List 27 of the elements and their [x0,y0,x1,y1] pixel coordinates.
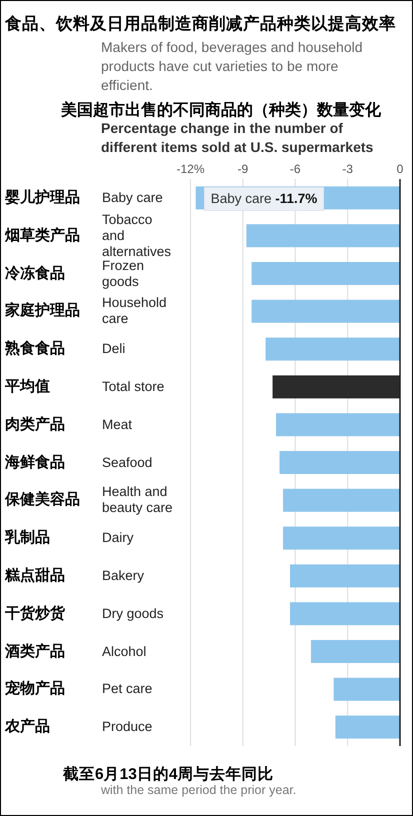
category-label: 家庭护理品 Household care [5,295,167,326]
category-label: 婴儿护理品 Baby care [5,188,163,206]
x-tick-label: 0 [396,162,404,176]
x-tick-label: -3 [342,162,354,176]
category-label: 宠物产品 Pet care [5,680,152,698]
text: Percentage change in the number of different items sold at U.S. supermarkets [101,119,374,157]
category-label: 干货炒货 Dry goods [5,604,164,622]
text: 美国超市出售的不同商品的（种类）数量变化 [61,100,382,121]
chart-subtitle: Makers of food, beverages and household products have cut varieties to be more efficient. [101,38,364,95]
category-label: 熟食食品 Deli [5,340,126,358]
category-label: 糕点甜品 Bakery [5,566,144,584]
category-label: 乳制品 Dairy [5,529,134,546]
x-tick-label: -12% [176,162,205,176]
category-label: 烟草类产品 Tobacco and alternatives [5,212,172,259]
category-label: 酒类产品 Alcohol [5,642,146,660]
annotation: Baby care -11.7% [210,190,318,206]
category-label: 肉类产品 Meat [5,416,132,433]
text: 截至6月13日的4周与去年同比 [63,765,274,785]
chart-title: 食品、饮料及日用品制造商削减产品种类以提高效率 [5,14,397,35]
category-label: 冷冻食品 Frozen goods [5,258,144,288]
text: with the same period the prior year. [101,783,298,797]
category-label: 海鲜食品 Seafood [5,454,152,470]
category-label: 农产品 Produce [5,718,152,736]
category-label: 保健美容品 Health and beauty care [5,484,173,516]
category-label: 平均值 Total store [5,378,164,395]
x-tick-label: -6 [290,162,301,176]
x-tick-label: -9 [238,162,249,176]
